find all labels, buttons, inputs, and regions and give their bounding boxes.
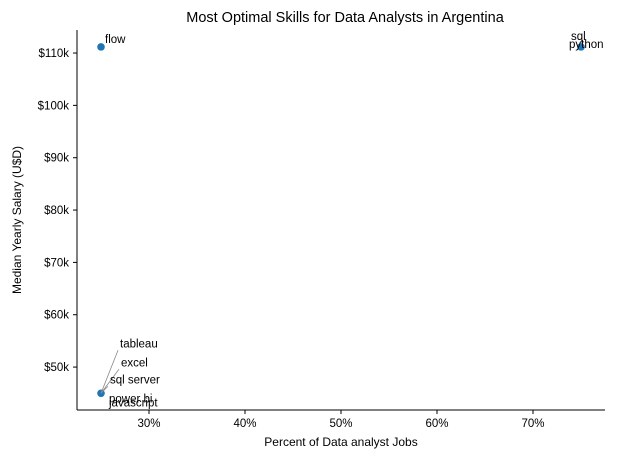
chart-title: Most Optimal Skills for Data Analysts in… — [186, 10, 504, 26]
point-label: power bi — [109, 393, 152, 405]
point-label: flow — [105, 34, 126, 46]
label-leader-line — [100, 369, 120, 394]
point-label: javascript — [108, 397, 158, 409]
data-points — [97, 43, 585, 398]
y-axis-label: Median Yearly Salary (U$D) — [10, 146, 24, 294]
y-tick-label: $100k — [38, 100, 70, 112]
label-leader-line — [100, 350, 119, 394]
y-tick-label: $90k — [44, 153, 69, 165]
y-tick-label: $80k — [44, 205, 69, 217]
point-label: excel — [121, 357, 148, 369]
label-leader-line — [100, 385, 109, 394]
y-tick-label: $50k — [44, 362, 69, 374]
point-label: sql — [571, 31, 586, 43]
x-tick-label: 50% — [329, 418, 352, 430]
y-tick-label: $70k — [44, 257, 69, 269]
x-tick-label: 70% — [521, 418, 544, 430]
point-label: sql server — [110, 374, 160, 386]
y-tick-label: $110k — [39, 48, 70, 60]
axes: 30% 40% 50% 60% 70% $50k $60k $70k $80k $90k $100k… — [38, 30, 605, 430]
x-tick-label: 40% — [233, 418, 256, 430]
x-tick-label: 30% — [137, 418, 160, 430]
x-tick-label: 60% — [425, 418, 448, 430]
x-axis-label: Percent of Data analyst Jobs — [264, 435, 417, 449]
point-label: python — [569, 39, 604, 51]
y-tick-label: $60k — [44, 310, 69, 322]
data-point — [577, 43, 585, 51]
data-point — [97, 43, 105, 51]
point-label: tableau — [120, 338, 158, 350]
